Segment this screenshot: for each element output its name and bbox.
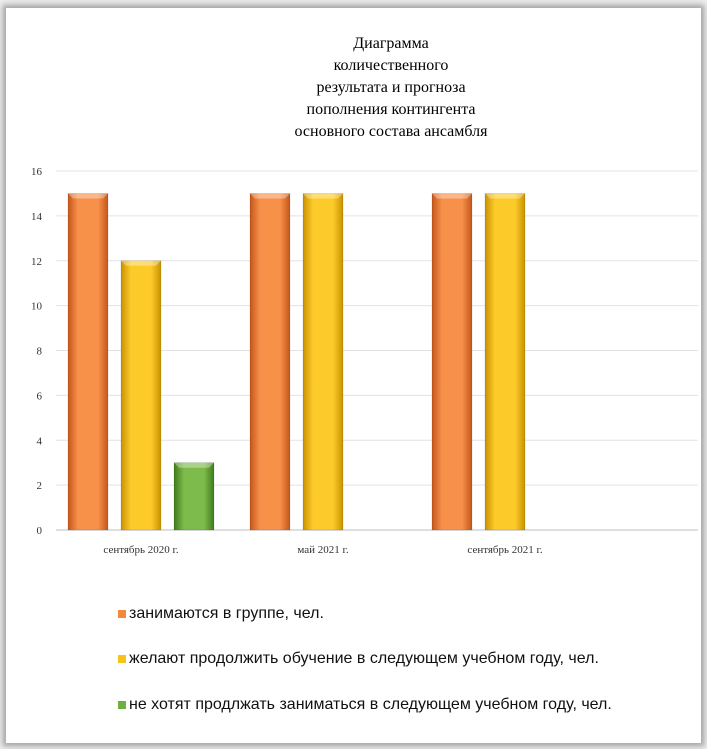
bar xyxy=(249,193,291,531)
legend-item: не хотят продлжать заниматься в следующе… xyxy=(118,696,612,714)
bar xyxy=(302,193,344,531)
bar-highlight xyxy=(250,193,290,199)
bar-highlight xyxy=(174,462,214,468)
x-tick-label: сентябрь 2021 г. xyxy=(467,544,542,556)
bar-highlight xyxy=(68,193,108,199)
chart-title-line: основного состава ансамбля xyxy=(294,123,488,140)
legend-label: желают продолжить обучение в следующем у… xyxy=(129,650,599,667)
chart-title: Диаграмма количественного результата и п… xyxy=(226,33,556,143)
legend-item: желают продолжить обучение в следующем у… xyxy=(118,650,599,668)
x-axis: сентябрь 2020 г. май 2021 г. сентябрь 2021… xyxy=(103,544,542,556)
y-tick-label: 14 xyxy=(31,211,43,223)
y-tick-label: 8 xyxy=(37,346,43,358)
legend-swatch xyxy=(118,655,126,663)
y-axis: 0 2 4 6 8 10 12 14 16 xyxy=(31,166,43,537)
bar-highlight xyxy=(485,193,525,199)
gridlines xyxy=(56,170,698,531)
bar xyxy=(173,462,215,531)
y-tick-label: 6 xyxy=(37,390,43,402)
bar-highlight xyxy=(432,193,472,199)
y-tick-label: 10 xyxy=(31,301,43,313)
bar xyxy=(120,260,162,531)
legend-item: занимаются в группе, чел. xyxy=(118,605,324,623)
bar xyxy=(431,193,473,531)
chart-title-line: пополнения контингента xyxy=(306,101,476,118)
bar-highlight xyxy=(303,193,343,199)
y-tick-label: 12 xyxy=(31,256,42,268)
bar xyxy=(484,193,526,531)
chart-title-line: Диаграмма xyxy=(353,35,429,52)
legend-swatch xyxy=(118,610,126,618)
chart-title-line: количественного xyxy=(333,57,449,74)
bars xyxy=(67,193,526,531)
y-tick-label: 2 xyxy=(37,480,43,492)
y-tick-label: 16 xyxy=(31,166,43,178)
legend-swatch xyxy=(118,701,126,709)
chart-title-line: результата и прогноза xyxy=(316,79,466,96)
x-tick-label: май 2021 г. xyxy=(297,544,348,556)
legend-label: не хотят продлжать заниматься в следующе… xyxy=(129,696,612,713)
y-tick-label: 4 xyxy=(37,435,43,447)
legend-label: занимаются в группе, чел. xyxy=(129,605,324,622)
y-tick-label: 0 xyxy=(37,525,43,537)
bar-highlight xyxy=(121,260,161,266)
bar-chart: 0 2 4 6 8 10 12 14 16 сентябрь 2020 г. май 2021 г… xyxy=(31,166,698,556)
chart-card: Диаграмма количественного результата и п… xyxy=(6,8,701,743)
x-tick-label: сентябрь 2020 г. xyxy=(103,544,178,556)
bar xyxy=(67,193,109,531)
